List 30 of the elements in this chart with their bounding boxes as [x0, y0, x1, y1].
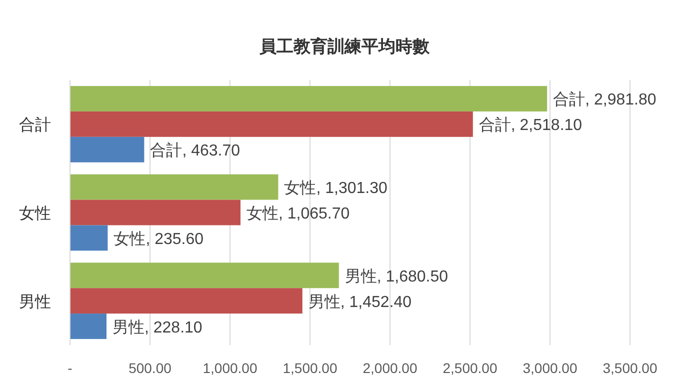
- data-label: 女性, 1,301.30: [284, 180, 388, 198]
- bar: [70, 86, 548, 112]
- x-tick-label: 3,500.00: [602, 360, 658, 376]
- x-tick-label: 1,000.00: [202, 360, 258, 376]
- bar: [70, 111, 473, 137]
- x-tick-label: 1,500.00: [282, 360, 338, 376]
- bar: [70, 314, 106, 339]
- bar: [70, 174, 278, 200]
- y-tick-label: 合計: [19, 116, 51, 134]
- x-tick-label: 3,000.00: [522, 360, 578, 376]
- data-label: 合計, 463.70: [150, 142, 240, 160]
- x-tick-label: -: [68, 360, 73, 376]
- chart-title: 員工教育訓練平均時數: [258, 36, 430, 56]
- data-label: 男性, 1,452.40: [308, 294, 412, 311]
- bar: [70, 136, 144, 162]
- x-tick-label: 500.00: [128, 360, 172, 376]
- data-label: 男性, 1,680.50: [344, 268, 448, 286]
- bar: [70, 200, 241, 226]
- bar: [70, 262, 339, 288]
- x-tick-label: 2,500.00: [442, 360, 498, 376]
- data-label: 女性, 235.60: [114, 230, 204, 248]
- data-label: 女性, 1,065.70: [246, 206, 350, 222]
- x-tick-label: 2,000.00: [362, 360, 418, 376]
- bar: [70, 225, 108, 251]
- data-label: 男性, 228.10: [112, 319, 202, 336]
- bar: [70, 288, 302, 314]
- data-label: 合計, 2,981.80: [553, 90, 656, 109]
- data-label: 合計, 2,518.10: [478, 116, 582, 134]
- y-tick-label: 男性: [19, 294, 51, 311]
- y-tick-label: 女性: [19, 206, 51, 222]
